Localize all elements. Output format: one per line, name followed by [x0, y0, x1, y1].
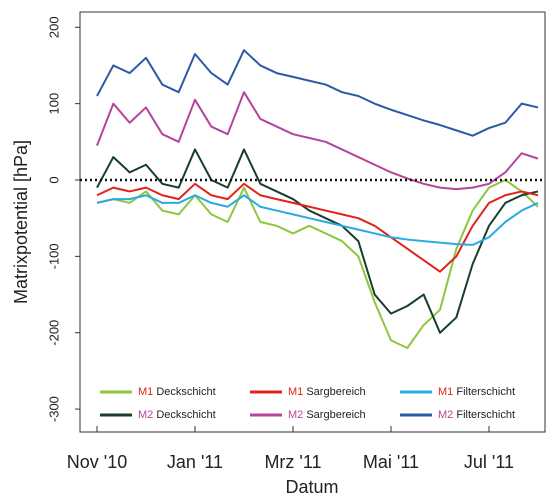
y-tick-label: -300	[46, 396, 61, 422]
legend-label: M2 Deckschicht	[138, 409, 216, 421]
x-axis-label: Datum	[285, 477, 338, 497]
plot-frame	[79, 11, 546, 433]
series-line	[96, 194, 539, 246]
legend-text: Deckschicht	[156, 386, 215, 398]
series-line	[96, 148, 539, 334]
legend-text: Filterschicht	[456, 409, 515, 421]
legend-label: M1 Sargbereich	[288, 386, 366, 398]
legend-prefix: M1	[438, 386, 456, 398]
legend-prefix: M1	[138, 386, 156, 398]
series-line	[96, 179, 539, 349]
series-line	[96, 49, 539, 137]
legend-prefix: M2	[138, 409, 156, 421]
y-tick-label: 200	[46, 16, 61, 38]
x-tick-label: Mrz '11	[264, 452, 321, 472]
legend-prefix: M2	[288, 409, 306, 421]
y-tick-label: -100	[46, 243, 61, 269]
x-tick-label: Jul '11	[464, 452, 514, 472]
legend-text: Deckschicht	[156, 409, 215, 421]
y-tick-label: 0	[46, 176, 61, 183]
x-tick-label: Nov '10	[67, 452, 127, 472]
y-tick-label: 100	[46, 93, 61, 115]
legend-text: Filterschicht	[456, 386, 515, 398]
legend-prefix: M2	[438, 409, 456, 421]
y-tick-label: -200	[46, 320, 61, 346]
x-tick-label: Jan '11	[167, 452, 223, 472]
y-axis-label: Matrixpotential [hPa]	[11, 140, 31, 304]
series-line	[96, 182, 539, 273]
series-line	[96, 91, 539, 191]
legend-label: M2 Filterschicht	[438, 409, 515, 421]
legend-prefix: M1	[288, 386, 306, 398]
legend-label: M1 Deckschicht	[138, 386, 216, 398]
legend-label: M2 Sargbereich	[288, 409, 366, 421]
legend-text: Sargbereich	[306, 409, 365, 421]
legend-label: M1 Filterschicht	[438, 386, 515, 398]
x-tick-label: Mai '11	[363, 452, 419, 472]
legend-text: Sargbereich	[306, 386, 365, 398]
